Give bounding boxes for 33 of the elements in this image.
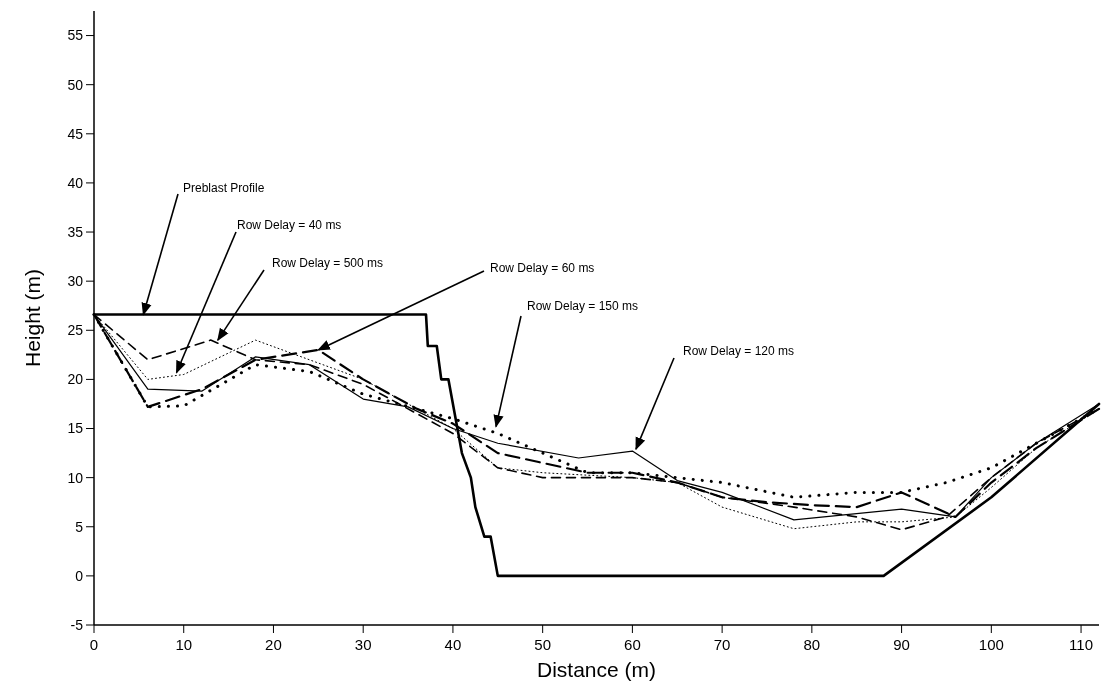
- x-tick-label: 20: [265, 636, 282, 653]
- annotation: Row Delay = 500 ms: [272, 256, 384, 270]
- x-tick-label: 0: [89, 636, 99, 653]
- y-tick-label: 15: [67, 420, 84, 437]
- x-tick-label: 110: [1069, 636, 1094, 653]
- y-tick-label: 0: [75, 567, 84, 584]
- x-tick-label: 90: [893, 636, 910, 653]
- x-axis-title: Distance (m): [536, 658, 657, 681]
- annotation: Preblast Profile: [183, 181, 265, 195]
- annotation: Row Delay = 40 ms: [237, 218, 342, 232]
- y-tick-label: 10: [67, 469, 84, 486]
- y-tick-label: 25: [67, 322, 84, 339]
- x-tick-label: 30: [354, 636, 372, 653]
- y-tick-label: 55: [67, 27, 84, 44]
- x-tick-label: 10: [175, 636, 193, 653]
- x-tick-label: 80: [803, 636, 821, 653]
- y-tick-label: -5: [70, 616, 84, 633]
- y-tick-label: 45: [67, 125, 84, 142]
- y-axis-title: Height (m): [21, 268, 44, 368]
- annotation: Row Delay = 150 ms: [527, 299, 639, 313]
- x-tick-label: 60: [624, 636, 641, 653]
- annotation: Row Delay = 120 ms: [683, 344, 795, 358]
- x-tick-label: 40: [444, 636, 462, 653]
- y-tick-label: 30: [67, 273, 84, 290]
- y-tick-label: 35: [67, 223, 84, 240]
- x-tick-label: 100: [978, 636, 1004, 653]
- y-tick-label: 5: [75, 518, 84, 535]
- y-tick-label: 40: [67, 174, 84, 191]
- y-tick-label: 20: [67, 371, 84, 388]
- y-tick-label: 50: [67, 76, 84, 93]
- annotation: Row Delay = 60 ms: [490, 261, 595, 275]
- x-tick-label: 70: [713, 636, 731, 653]
- x-tick-label: 50: [534, 636, 551, 653]
